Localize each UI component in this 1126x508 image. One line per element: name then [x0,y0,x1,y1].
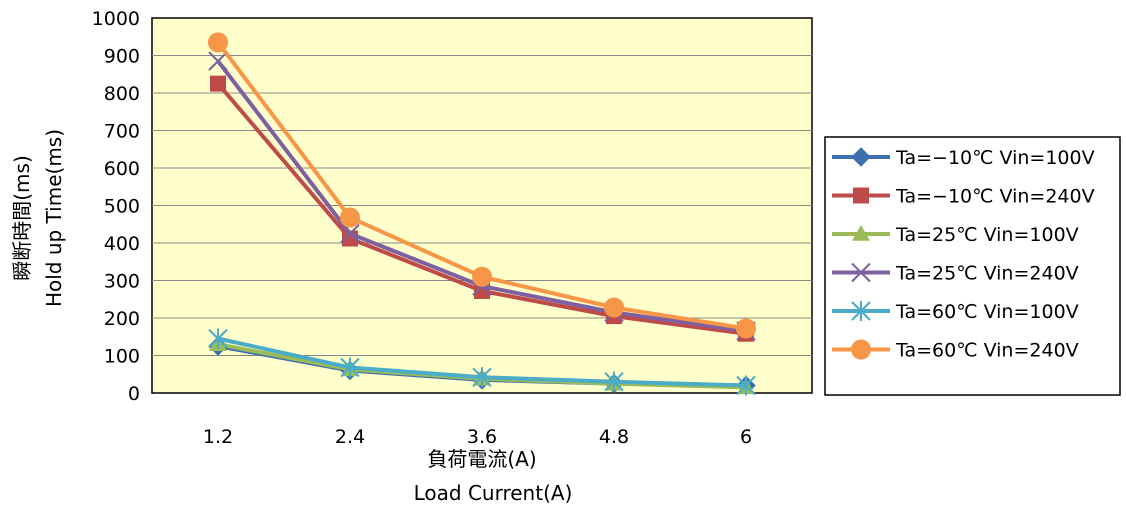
data-point-star [340,357,360,378]
x-tick-label: 3.6 [467,426,497,448]
legend-item: Ta=25℃ Vin=100V [832,224,1079,246]
legend-label: Ta=60℃ Vin=240V [895,340,1079,362]
legend-item: Ta=−10℃ Vin=100V [832,147,1095,169]
data-point-star [851,301,871,321]
x-axis-title-en: Load Current(A) [414,481,573,505]
y-tick-labels: 0 100 200 300 400 500 600 700 800 900 1000 [92,8,140,405]
x-tick-label: 1.2 [203,426,233,448]
series-lines [208,32,756,396]
data-point-x [208,51,228,71]
y-tick-label: 100 [104,346,140,368]
data-point-diamond [851,147,871,167]
data-point-square [853,187,869,204]
x-tick-label: 2.4 [335,426,365,448]
y-tick-label: 700 [104,121,140,143]
data-point-circle [340,207,360,228]
x-tick-labels: 1.2 2.4 3.6 4.8 6 [203,426,752,448]
data-point-circle [604,297,624,318]
data-point-triangle [852,225,870,241]
data-point-x [340,223,360,244]
data-point-circle [472,266,492,287]
legend-label: Ta=25℃ Vin=100V [895,224,1079,246]
legend-label: Ta=−10℃ Vin=240V [895,186,1095,208]
legend-label: Ta=−10℃ Vin=100V [895,147,1095,169]
y-axis-title-jp: 瞬断時間(ms) [10,155,34,281]
legend: Ta=−10℃ Vin=100V Ta=−10℃ Vin=240V Ta=25℃ V… [832,147,1095,362]
y-tick-label: 1000 [92,8,140,30]
data-point-circle [851,339,871,360]
y-tick-label: 800 [104,83,140,105]
y-tick-label: 500 [104,196,140,218]
data-point-star [736,375,756,396]
legend-label: Ta=60℃ Vin=100V [895,301,1079,323]
y-axis-title-en: Hold up Time(ms) [42,129,66,307]
data-point-star [604,371,624,392]
series-4 [208,328,756,396]
x-axis-title-jp: 負荷電流(A) [427,447,536,471]
legend-item: Ta=−10℃ Vin=240V [832,186,1095,208]
data-point-star [472,367,492,388]
data-point-star [208,328,228,349]
legend-item: Ta=60℃ Vin=100V [832,301,1079,323]
y-tick-label: 200 [104,308,140,330]
legend-box [824,136,1121,396]
y-tick-label: 400 [104,233,140,255]
legend-label: Ta=25℃ Vin=240V [895,263,1079,285]
data-point-circle [208,32,228,53]
y-tick-label: 300 [104,271,140,293]
y-tick-label: 600 [104,158,140,180]
x-tick-label: 6 [740,426,752,448]
series-5 [208,32,756,339]
series-1 [210,75,754,342]
data-point-circle [736,318,756,339]
y-tick-label: 0 [128,383,140,405]
data-point-square [210,75,226,92]
x-tick-label: 4.8 [599,426,629,448]
legend-item: Ta=25℃ Vin=240V [832,263,1079,285]
data-point-x [851,262,871,283]
y-tick-label: 900 [104,46,140,68]
legend-item: Ta=60℃ Vin=240V [832,339,1079,362]
